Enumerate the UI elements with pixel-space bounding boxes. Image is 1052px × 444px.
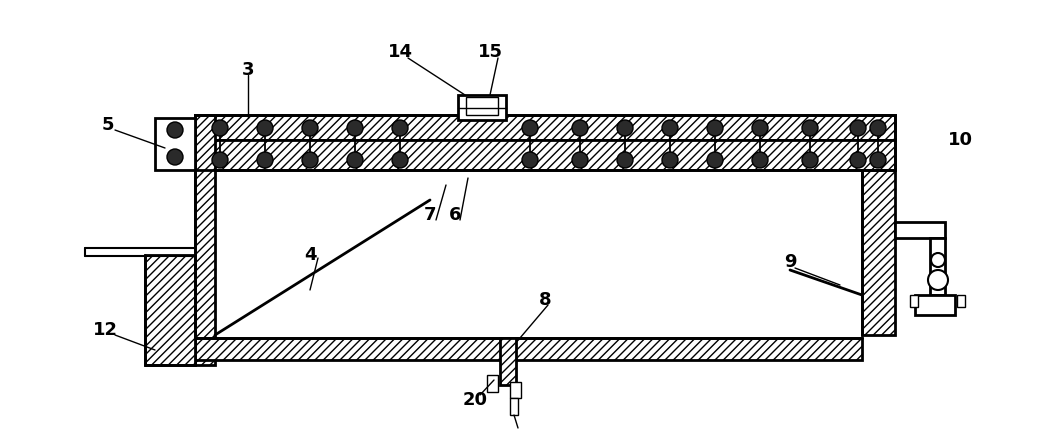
Circle shape: [347, 152, 363, 168]
Circle shape: [618, 120, 633, 136]
Text: 4: 4: [304, 246, 317, 264]
Bar: [910, 295, 918, 307]
Bar: [195, 140, 895, 170]
Text: 12: 12: [93, 321, 118, 339]
Circle shape: [213, 152, 228, 168]
Circle shape: [392, 120, 408, 136]
Bar: [195, 115, 895, 140]
Text: 8: 8: [539, 291, 551, 309]
Circle shape: [870, 152, 886, 168]
Circle shape: [302, 152, 318, 168]
Bar: [895, 222, 945, 238]
Bar: [155, 118, 195, 170]
Text: 14: 14: [387, 43, 412, 61]
Circle shape: [213, 120, 228, 136]
Bar: [458, 95, 506, 120]
Circle shape: [928, 270, 948, 290]
Circle shape: [167, 149, 183, 165]
Text: 7: 7: [424, 206, 437, 224]
Circle shape: [572, 120, 588, 136]
Bar: [915, 295, 955, 315]
Circle shape: [752, 152, 768, 168]
Text: 15: 15: [478, 43, 503, 61]
Bar: [957, 295, 965, 307]
Text: 6: 6: [449, 206, 461, 224]
Bar: [930, 238, 945, 295]
Bar: [195, 115, 215, 365]
Circle shape: [662, 152, 677, 168]
Circle shape: [752, 120, 768, 136]
Bar: [487, 375, 498, 392]
Circle shape: [707, 120, 723, 136]
Bar: [195, 338, 862, 360]
Bar: [510, 398, 518, 415]
Circle shape: [662, 120, 677, 136]
Circle shape: [522, 152, 538, 168]
Circle shape: [522, 120, 538, 136]
Bar: [500, 338, 515, 385]
Circle shape: [802, 120, 818, 136]
Bar: [862, 170, 895, 335]
Circle shape: [618, 152, 633, 168]
Circle shape: [167, 122, 183, 138]
Bar: [466, 97, 498, 115]
Text: 3: 3: [242, 61, 255, 79]
Circle shape: [392, 152, 408, 168]
Circle shape: [850, 152, 866, 168]
Circle shape: [572, 152, 588, 168]
Bar: [510, 382, 521, 398]
Circle shape: [257, 120, 274, 136]
Text: 20: 20: [463, 391, 487, 409]
Bar: [195, 115, 895, 170]
Circle shape: [802, 152, 818, 168]
Bar: [145, 255, 195, 365]
Circle shape: [302, 120, 318, 136]
Circle shape: [347, 120, 363, 136]
Circle shape: [931, 253, 945, 267]
Text: 10: 10: [948, 131, 972, 149]
Text: 5: 5: [102, 116, 115, 134]
Circle shape: [870, 120, 886, 136]
Circle shape: [257, 152, 274, 168]
Text: 9: 9: [784, 253, 796, 271]
Circle shape: [850, 120, 866, 136]
Circle shape: [707, 152, 723, 168]
